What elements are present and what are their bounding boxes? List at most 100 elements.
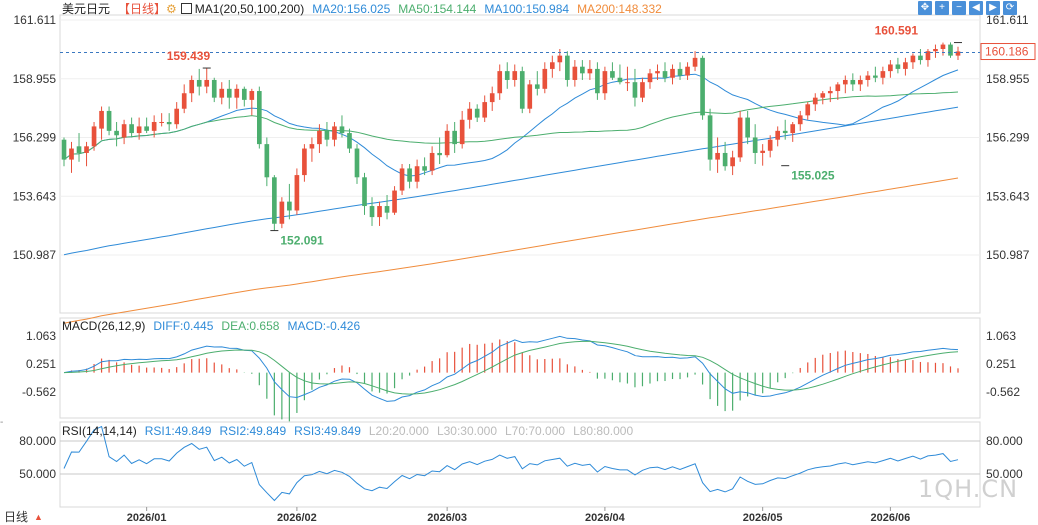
candle-body-75 bbox=[625, 82, 630, 84]
period-tag[interactable]: 【日线】 bbox=[118, 2, 167, 16]
x-axis-label-4: 2026/05 bbox=[743, 512, 783, 524]
candle-body-13 bbox=[159, 121, 164, 123]
panel-frame-1 bbox=[59, 317, 981, 419]
candle-body-95 bbox=[775, 130, 781, 140]
candle-body-33 bbox=[309, 144, 315, 149]
candle-body-83 bbox=[685, 66, 690, 76]
candle-body-106 bbox=[858, 79, 863, 85]
candle-body-11 bbox=[144, 126, 149, 131]
candle-body-53 bbox=[459, 119, 465, 145]
candle-body-49 bbox=[429, 152, 435, 171]
rsi-axis-right-label-1: 50.000 bbox=[986, 467, 1023, 481]
macd-legend: MACD(26,12,9) DIFF:0.445 DEA:0.658 MACD:-0.… bbox=[62, 319, 368, 333]
candle-body-66 bbox=[557, 55, 563, 63]
candle-body-64 bbox=[542, 68, 548, 89]
candle-body-14 bbox=[166, 121, 172, 125]
candle-body-44 bbox=[392, 190, 397, 213]
candle-body-108 bbox=[873, 75, 878, 78]
candle-body-43 bbox=[384, 206, 390, 213]
rsi-value-4: L30:30.000 bbox=[436, 424, 497, 438]
candle-body-46 bbox=[407, 168, 412, 182]
rsi-title: RSI(14,14,14) bbox=[62, 424, 137, 438]
candle-body-93 bbox=[760, 150, 766, 153]
macd-value-0: DIFF:0.445 bbox=[153, 319, 214, 333]
candle-body-40 bbox=[362, 177, 367, 207]
candle-body-72 bbox=[602, 71, 608, 94]
macd-axis-left-label-2: -0.562 bbox=[22, 385, 56, 399]
price-axis-left-label-3: 153.643 bbox=[13, 189, 57, 203]
scroll-right-icon[interactable]: ▶ bbox=[986, 1, 1000, 15]
candle-body-63 bbox=[534, 84, 540, 89]
candle-body-39 bbox=[354, 148, 360, 178]
x-axis-label-3: 2026/04 bbox=[585, 512, 626, 524]
candle-body-32 bbox=[302, 148, 307, 176]
symbol-label: 美元日元 bbox=[62, 2, 111, 16]
candle-body-48 bbox=[422, 166, 427, 171]
reset-icon[interactable]: ⟳ bbox=[1003, 1, 1017, 15]
candle-body-31 bbox=[294, 175, 300, 211]
candle-body-101 bbox=[820, 93, 826, 98]
price-legend: 美元日元 【日线】⚙ MA1(20,50,100,200) MA20:156.025 M… bbox=[62, 2, 670, 16]
move-icon[interactable]: ✥ bbox=[918, 1, 932, 15]
candle-body-20 bbox=[211, 79, 217, 98]
price-axis-right-label-0: 161.611 bbox=[986, 13, 1029, 27]
candle-body-17 bbox=[189, 79, 195, 94]
candle-body-90 bbox=[737, 117, 743, 158]
macd-dea-line bbox=[63, 340, 959, 395]
candle-body-112 bbox=[903, 62, 908, 69]
watermark-logo: 1QH.CN bbox=[918, 475, 1019, 503]
candle-body-45 bbox=[399, 168, 405, 191]
price-axis-right-label-4: 150.987 bbox=[986, 248, 1030, 262]
candle-body-61 bbox=[519, 71, 525, 109]
annotation-label-2: 155.025 bbox=[791, 169, 835, 183]
candle-body-65 bbox=[549, 62, 555, 69]
candle-body-29 bbox=[279, 201, 285, 224]
candle-body-85 bbox=[700, 57, 705, 116]
zoom-out-icon[interactable]: − bbox=[952, 1, 966, 15]
candle-body-109 bbox=[880, 71, 886, 78]
candle-body-5 bbox=[99, 110, 104, 129]
candle-body-58 bbox=[497, 71, 503, 94]
candle-body-79 bbox=[655, 71, 660, 74]
panel-frame-2 bbox=[59, 421, 981, 508]
candle-body-55 bbox=[474, 108, 480, 118]
gear-icon[interactable]: ⚙ bbox=[166, 2, 177, 16]
candle-body-116 bbox=[933, 48, 938, 52]
candle-body-104 bbox=[842, 79, 848, 85]
candle-body-96 bbox=[782, 130, 788, 134]
panel-frame-0 bbox=[59, 14, 981, 314]
candle-body-87 bbox=[715, 152, 720, 160]
rsi-value-5: L70:70.000 bbox=[505, 424, 566, 438]
candle-body-118 bbox=[948, 44, 953, 56]
rsi-value-1: RSI2:49.849 bbox=[219, 424, 287, 438]
zoom-in-icon[interactable]: + bbox=[935, 1, 949, 15]
candle-body-56 bbox=[482, 102, 488, 118]
price-axis-right-label-1: 158.955 bbox=[986, 72, 1030, 86]
candle-body-114 bbox=[918, 55, 923, 61]
candle-body-70 bbox=[587, 68, 593, 74]
rsi-axis-left-label-0: 80.000 bbox=[19, 434, 56, 448]
candle-body-99 bbox=[805, 104, 811, 116]
candle-body-18 bbox=[196, 79, 202, 87]
period-selector[interactable]: 日线 ▲ bbox=[0, 508, 62, 525]
rsi-values: RSI1:49.849 RSI2:49.849 RSI3:49.849 L20:20.… bbox=[145, 424, 641, 438]
candle-body-111 bbox=[895, 64, 901, 69]
current-price-tag-label: 160.186 bbox=[985, 45, 1029, 59]
candle-body-8 bbox=[121, 124, 127, 138]
candle-body-7 bbox=[114, 130, 119, 136]
candle-body-74 bbox=[617, 77, 623, 83]
rsi-value-6: L80:80.000 bbox=[573, 424, 634, 438]
candle-body-110 bbox=[888, 64, 893, 72]
ma100-line bbox=[63, 106, 959, 256]
candle-body-27 bbox=[264, 144, 270, 178]
candle-body-89 bbox=[730, 157, 735, 167]
ma-indicator-label: MA1(20,50,100,200) bbox=[194, 2, 305, 16]
ma-value-1: MA50:154.144 bbox=[398, 2, 477, 16]
scroll-left-icon[interactable]: ◀ bbox=[969, 1, 983, 15]
candle-body-6 bbox=[106, 110, 112, 131]
candle-body-67 bbox=[565, 55, 570, 80]
candle-body-98 bbox=[797, 115, 803, 125]
candle-body-47 bbox=[414, 166, 420, 182]
indicator-checkbox-icon[interactable] bbox=[180, 3, 192, 14]
